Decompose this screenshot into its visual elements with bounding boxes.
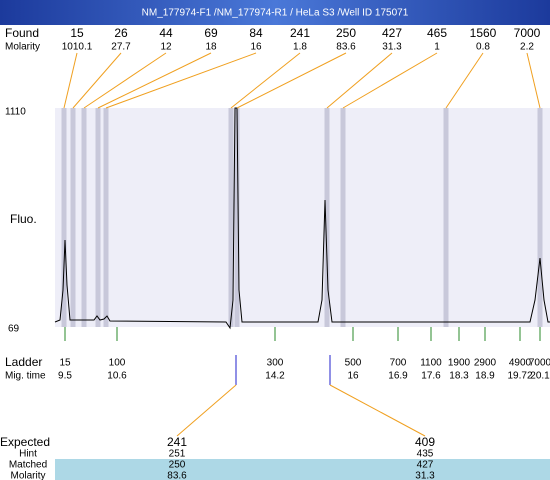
mig-time: 16 [347,371,359,382]
molarity-value: 12 [160,42,172,53]
connector [176,384,237,437]
found-value: 1560 [470,26,497,40]
ladder-label: Ladder [5,355,42,369]
result-value: 31.3 [415,471,435,480]
plot-area [55,108,550,327]
y-axis-label: Fluo. [10,212,37,226]
molarity-value: 31.3 [382,42,402,53]
mig-time: 18.3 [449,371,469,382]
ladder-size: 1100 [420,358,442,369]
peak-connector [72,52,122,109]
title-bar [0,0,550,25]
mig-time: 18.9 [475,371,495,382]
peak-connector [63,52,78,109]
peak-connector [97,52,212,109]
peak-connector [236,52,347,109]
molarity-value: 1 [434,42,440,53]
peak-band [70,108,76,327]
found-label: Found [5,26,39,40]
peak-band [95,108,101,327]
found-value: 44 [159,26,173,40]
ladder-size: 1900 [448,358,471,369]
ladder-size: 2900 [474,358,497,369]
peak-band [443,108,449,327]
molarity-value: 0.8 [476,42,490,53]
peak-band [228,108,234,327]
molarity-value: 1010.1 [62,42,93,53]
ladder-size: 700 [390,358,407,369]
result-value: 409 [415,435,435,449]
result-label: Matched [9,460,47,471]
molarity-value: 16 [250,42,262,53]
mig-time: 17.6 [421,371,441,382]
y-bottom-label: 69 [8,324,20,335]
peak-connector [342,52,438,109]
result-value: 83.6 [167,471,187,480]
peak-band [234,108,240,327]
connector [329,384,426,437]
mig-time-label: Mig. time [5,371,46,382]
found-value: 250 [336,26,356,40]
ladder-size: 15 [59,358,71,369]
molarity-value: 2.2 [520,42,534,53]
ladder-size: 100 [109,358,126,369]
found-value: 69 [204,26,218,40]
found-value: 84 [249,26,263,40]
ladder-size: 7000 [529,358,550,369]
peak-connector [230,52,301,109]
mig-time: 9.5 [58,371,72,382]
result-value: 427 [417,460,434,471]
found-value: 241 [290,26,310,40]
peak-band [340,108,346,327]
peak-connector [83,52,167,109]
peak-band [81,108,87,327]
peak-connector [326,52,393,109]
found-value: 465 [427,26,447,40]
y-top-label: 1110 [5,107,26,118]
found-value: 7000 [514,26,541,40]
result-value: 250 [169,460,186,471]
molarity-value: 1.8 [293,42,307,53]
ladder-size: 500 [345,358,362,369]
found-value: 427 [382,26,402,40]
result-label: Molarity [10,471,45,480]
result-label: Expected [0,435,50,449]
molarity-value: 18 [205,42,217,53]
molarity-value: 83.6 [336,42,356,53]
result-value: 435 [417,449,434,460]
mig-time: 20.1 [530,371,550,382]
peak-band [537,108,543,327]
matched-highlight [55,459,550,480]
found-value: 26 [114,26,128,40]
peak-connector [526,52,541,109]
ladder-size: 300 [267,358,284,369]
result-value: 241 [167,435,187,449]
molarity-value: 27.7 [111,42,131,53]
peak-band [324,108,330,327]
peak-band [61,108,67,327]
mig-time: 16.9 [388,371,408,382]
peak-connector [445,52,484,109]
fluorescence-trace [54,107,550,330]
result-value: 251 [169,449,186,460]
peak-band [103,108,109,327]
found-value: 15 [70,26,84,40]
result-label: Hint [19,449,37,460]
molarity-label: Molarity [5,42,40,53]
mig-time: 14.2 [265,371,285,382]
ladder-size: 4900 [509,358,532,369]
mig-time: 19.72 [507,371,532,382]
title: NM_177974-F1 /NM_177974-R1 / HeLa S3 /We… [142,8,409,19]
peak-connector [105,52,257,109]
mig-time: 10.6 [107,371,127,382]
